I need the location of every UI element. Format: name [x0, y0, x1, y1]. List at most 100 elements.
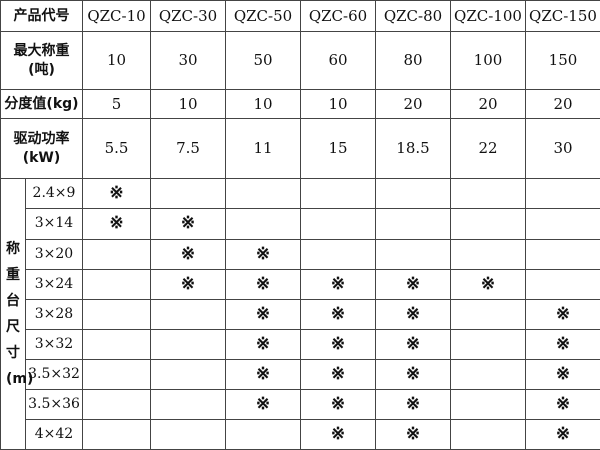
- empty-cell: [225, 178, 301, 210]
- platform-size: 3×32: [25, 328, 83, 360]
- platform-size-row: 3.5×36 ※ ※ ※ ※: [1, 388, 600, 420]
- platform-size: 3×20: [25, 238, 83, 270]
- empty-cell: [300, 178, 376, 210]
- spec-value: 10: [150, 89, 226, 120]
- spec-value: 20: [375, 89, 451, 120]
- platform-size-row: 3×24 ※ ※ ※ ※ ※: [1, 268, 600, 300]
- empty-cell: [82, 418, 151, 450]
- spec-value: 10: [225, 89, 301, 120]
- model-header: QZC-150: [525, 0, 600, 33]
- platform-size-label: 称重台尺寸 (m): [0, 178, 34, 450]
- spec-label: 分度值(kg): [0, 89, 83, 120]
- label-char: 尺: [6, 319, 20, 336]
- spec-label: 驱动功率 (kW): [0, 118, 83, 180]
- availability-mark-icon: ※: [225, 388, 301, 420]
- platform-size-row: 4×42 ※ ※ ※: [1, 418, 600, 450]
- availability-mark-icon: ※: [525, 418, 600, 450]
- availability-mark-icon: ※: [150, 268, 226, 300]
- spec-value: 15: [300, 118, 376, 180]
- model-header: QZC-50: [225, 0, 301, 33]
- spec-value: 10: [300, 89, 376, 120]
- empty-cell: [450, 238, 526, 270]
- spec-row: 驱动功率 (kW) 5.5 7.5 11 15 18.5 22 30: [0, 118, 600, 180]
- spec-value: 18.5: [375, 118, 451, 180]
- platform-size-row: 3×28 ※ ※ ※ ※: [1, 298, 600, 330]
- header-row: 产品代号 QZC-10 QZC-30 QZC-50 QZC-60 QZC-80 QZC-10…: [0, 0, 600, 33]
- availability-mark-icon: ※: [300, 328, 376, 360]
- spec-value: 20: [525, 89, 600, 120]
- platform-size: 4×42: [25, 418, 83, 450]
- availability-mark-icon: ※: [225, 268, 301, 300]
- availability-mark-icon: ※: [82, 178, 151, 210]
- spec-value: 60: [300, 31, 376, 91]
- label-char: 寸: [6, 345, 20, 362]
- availability-mark-icon: ※: [375, 418, 451, 450]
- empty-cell: [150, 178, 226, 210]
- label-char: (m): [6, 371, 34, 388]
- empty-cell: [450, 328, 526, 360]
- empty-cell: [300, 208, 376, 240]
- empty-cell: [82, 358, 151, 390]
- empty-cell: [450, 298, 526, 330]
- platform-size-row: 3×20 ※ ※: [1, 238, 600, 270]
- empty-cell: [450, 358, 526, 390]
- availability-mark-icon: ※: [525, 328, 600, 360]
- platform-size-row: 3.5×32 ※ ※ ※ ※: [1, 358, 600, 390]
- empty-cell: [150, 358, 226, 390]
- label-char: 台: [6, 293, 20, 310]
- spec-label: 最大称重 (吨): [0, 31, 83, 91]
- empty-cell: [450, 208, 526, 240]
- availability-mark-icon: ※: [82, 208, 151, 240]
- platform-size-label-text: 称重台尺寸 (m): [6, 236, 34, 392]
- availability-mark-icon: ※: [300, 418, 376, 450]
- empty-cell: [525, 208, 600, 240]
- spec-value: 30: [525, 118, 600, 180]
- empty-cell: [450, 388, 526, 420]
- empty-cell: [525, 178, 600, 210]
- availability-mark-icon: ※: [450, 268, 526, 300]
- empty-cell: [300, 238, 376, 270]
- model-header: QZC-80: [375, 0, 451, 33]
- label-char: 重: [6, 267, 20, 284]
- availability-mark-icon: ※: [375, 298, 451, 330]
- platform-size-row: 称重台尺寸 (m) 2.4×9 ※: [0, 178, 600, 450]
- model-header: QZC-100: [450, 0, 526, 33]
- availability-mark-icon: ※: [225, 238, 301, 270]
- empty-cell: [82, 238, 151, 270]
- availability-mark-icon: ※: [150, 238, 226, 270]
- empty-cell: [82, 328, 151, 360]
- empty-cell: [375, 238, 451, 270]
- availability-mark-icon: ※: [525, 388, 600, 420]
- platform-size: 3.5×36: [25, 388, 83, 420]
- availability-mark-icon: ※: [300, 268, 376, 300]
- spec-value: 22: [450, 118, 526, 180]
- spec-value: 11: [225, 118, 301, 180]
- empty-cell: [82, 388, 151, 420]
- empty-cell: [450, 178, 526, 210]
- empty-cell: [150, 298, 226, 330]
- empty-cell: [150, 328, 226, 360]
- platform-size: 3.5×32: [25, 358, 83, 390]
- platform-size-row: 3×14 ※ ※: [1, 208, 600, 240]
- empty-cell: [375, 178, 451, 210]
- availability-mark-icon: ※: [150, 208, 226, 240]
- empty-cell: [525, 238, 600, 270]
- spec-value: 80: [375, 31, 451, 91]
- spec-row: 最大称重 (吨) 10 30 50 60 80 100 150: [0, 31, 600, 91]
- availability-mark-icon: ※: [300, 388, 376, 420]
- spec-value: 100: [450, 31, 526, 91]
- availability-mark-icon: ※: [225, 328, 301, 360]
- availability-mark-icon: ※: [375, 268, 451, 300]
- availability-mark-icon: ※: [525, 298, 600, 330]
- empty-cell: [375, 208, 451, 240]
- spec-label-line1: 驱动功率: [13, 130, 70, 147]
- spec-value: 30: [150, 31, 226, 91]
- empty-cell: [150, 388, 226, 420]
- model-header: QZC-60: [300, 0, 376, 33]
- empty-cell: [82, 268, 151, 300]
- spec-label-line2: (吨): [28, 61, 55, 78]
- empty-cell: [225, 208, 301, 240]
- availability-mark-icon: ※: [300, 358, 376, 390]
- spec-label-line2: (kW): [22, 149, 61, 166]
- empty-cell: [525, 268, 600, 300]
